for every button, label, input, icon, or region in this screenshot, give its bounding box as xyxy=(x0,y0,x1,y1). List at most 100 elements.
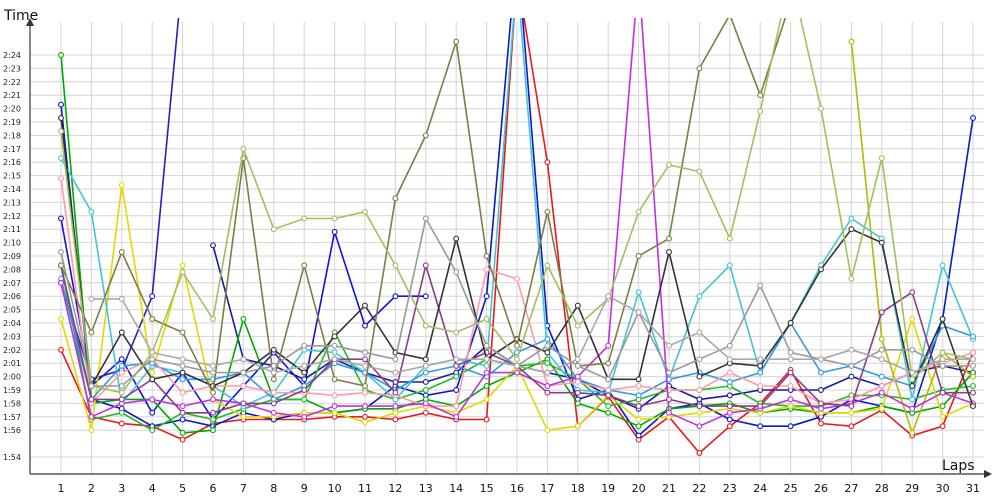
data-point xyxy=(210,369,216,376)
data-point xyxy=(666,235,672,242)
x-tick-label: 30 xyxy=(936,482,950,495)
data-point xyxy=(331,376,338,383)
x-tick-label: 5 xyxy=(179,482,186,495)
data-point xyxy=(544,262,551,269)
data-point xyxy=(422,293,429,300)
data-point xyxy=(909,405,916,412)
data-point xyxy=(179,329,186,336)
data-point xyxy=(696,293,703,300)
data-point xyxy=(878,239,885,246)
data-point xyxy=(301,387,308,393)
data-point xyxy=(787,396,794,403)
data-point xyxy=(179,436,186,443)
data-point xyxy=(818,420,824,427)
data-point xyxy=(909,376,916,383)
data-point xyxy=(453,387,460,393)
data-point xyxy=(970,349,976,356)
data-point xyxy=(635,416,642,423)
data-point xyxy=(848,38,855,45)
x-tick-label: 29 xyxy=(905,482,919,495)
data-point xyxy=(362,356,368,363)
data-point xyxy=(453,362,460,369)
y-tick-label: 2:11 xyxy=(3,225,21,234)
data-point xyxy=(270,362,277,369)
data-point xyxy=(605,360,612,367)
data-point xyxy=(514,362,520,369)
data-point xyxy=(58,101,64,108)
data-point xyxy=(909,289,916,296)
data-point xyxy=(726,356,733,363)
data-point xyxy=(483,383,490,389)
data-point xyxy=(362,322,368,329)
data-point xyxy=(301,215,308,222)
data-point xyxy=(483,416,490,423)
data-point xyxy=(58,316,64,322)
data-point xyxy=(878,336,885,343)
y-tick-label: 2:15 xyxy=(3,172,21,181)
x-tick-label: 11 xyxy=(358,482,372,495)
data-point xyxy=(635,289,642,296)
data-point xyxy=(574,373,581,380)
y-tick-label: 2:24 xyxy=(3,51,21,60)
data-point xyxy=(818,400,824,407)
y-tick-label: 2:08 xyxy=(3,265,21,274)
data-point xyxy=(757,356,764,363)
x-tick-label: 19 xyxy=(601,482,615,495)
data-point xyxy=(939,262,946,269)
data-point xyxy=(301,262,308,269)
data-point xyxy=(88,427,95,434)
data-point xyxy=(483,266,490,273)
x-axis-arrow-icon xyxy=(984,470,992,478)
data-point xyxy=(544,389,551,396)
data-point xyxy=(848,346,855,353)
x-axis-title: Laps xyxy=(942,458,975,474)
data-point xyxy=(574,400,581,407)
data-point xyxy=(210,416,216,423)
data-point xyxy=(118,249,125,255)
data-point xyxy=(818,369,824,376)
data-point xyxy=(635,208,642,215)
data-point xyxy=(605,409,612,416)
data-point xyxy=(88,413,95,420)
data-point xyxy=(544,360,551,367)
data-point xyxy=(392,389,399,396)
data-point xyxy=(270,409,277,416)
data-point xyxy=(939,362,946,369)
data-point xyxy=(88,383,95,389)
data-point xyxy=(696,168,703,175)
data-point xyxy=(392,409,399,416)
data-point xyxy=(179,362,186,369)
data-point xyxy=(818,266,824,273)
data-point xyxy=(179,262,186,269)
data-point xyxy=(210,362,216,369)
data-point xyxy=(149,396,156,403)
data-point xyxy=(88,208,95,215)
data-point xyxy=(605,392,612,399)
data-point xyxy=(58,279,64,286)
data-point xyxy=(149,369,156,376)
data-point xyxy=(240,400,247,407)
data-point xyxy=(179,389,186,396)
axes xyxy=(26,18,992,478)
series-line xyxy=(91,295,973,374)
data-point xyxy=(240,369,247,376)
y-tick-label: 2:07 xyxy=(3,279,21,288)
data-point xyxy=(301,362,308,369)
data-point xyxy=(362,403,368,410)
data-point xyxy=(878,155,885,162)
data-point xyxy=(331,356,338,363)
data-point xyxy=(210,242,216,249)
x-tick-label: 16 xyxy=(510,482,524,495)
data-point xyxy=(544,159,551,166)
y-tick-label: 2:16 xyxy=(3,158,21,167)
data-point xyxy=(726,369,733,376)
x-tick-label: 22 xyxy=(692,482,706,495)
data-point xyxy=(362,413,368,420)
data-point xyxy=(726,379,733,385)
data-point xyxy=(939,316,946,322)
data-point xyxy=(483,316,490,322)
data-point xyxy=(149,349,156,356)
data-point xyxy=(726,342,733,349)
data-point xyxy=(757,369,764,376)
data-point xyxy=(848,403,855,410)
